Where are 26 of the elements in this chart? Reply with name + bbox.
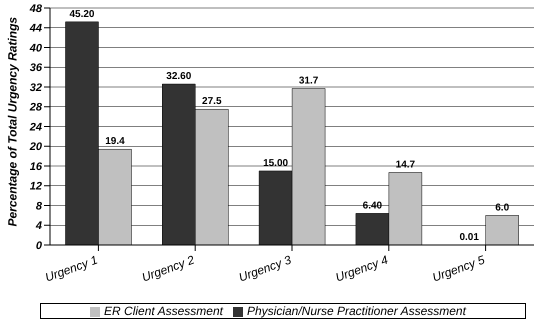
y-tick-label: 24 bbox=[28, 121, 42, 134]
y-tick-label: 28 bbox=[28, 102, 43, 114]
data-label: 0.01 bbox=[459, 232, 480, 243]
legend-label: ER Client Assessment bbox=[104, 304, 223, 318]
y-axis-title: Percentage of Total Urgency Ratings bbox=[5, 16, 20, 226]
y-tick-label: 16 bbox=[30, 160, 43, 173]
data-label: 6.0 bbox=[495, 202, 510, 214]
y-tick-label: 4 bbox=[34, 220, 42, 232]
y-tick-label: 0 bbox=[36, 240, 43, 252]
y-tick-label: 12 bbox=[30, 180, 42, 193]
data-label: 31.7 bbox=[298, 75, 319, 86]
y-tick-label: 8 bbox=[36, 200, 43, 212]
y-tick-label: 20 bbox=[28, 141, 43, 154]
y-tick-label: 40 bbox=[28, 42, 43, 54]
legend-label: Physician/Nurse Practitioner Assessment bbox=[246, 304, 466, 318]
y-tick-label: 36 bbox=[30, 62, 43, 74]
data-label: 27.5 bbox=[202, 96, 222, 108]
y-tick-label: 48 bbox=[28, 2, 43, 15]
data-label: 45.20 bbox=[69, 8, 95, 20]
data-label: 32.60 bbox=[166, 71, 192, 82]
data-label: 15.00 bbox=[263, 158, 289, 169]
y-tick-label: 44 bbox=[28, 22, 42, 35]
data-label: 14.7 bbox=[396, 159, 416, 170]
data-label: 19.4 bbox=[105, 136, 126, 148]
y-tick-label: 32 bbox=[30, 82, 42, 94]
data-label: 6.40 bbox=[362, 200, 383, 212]
